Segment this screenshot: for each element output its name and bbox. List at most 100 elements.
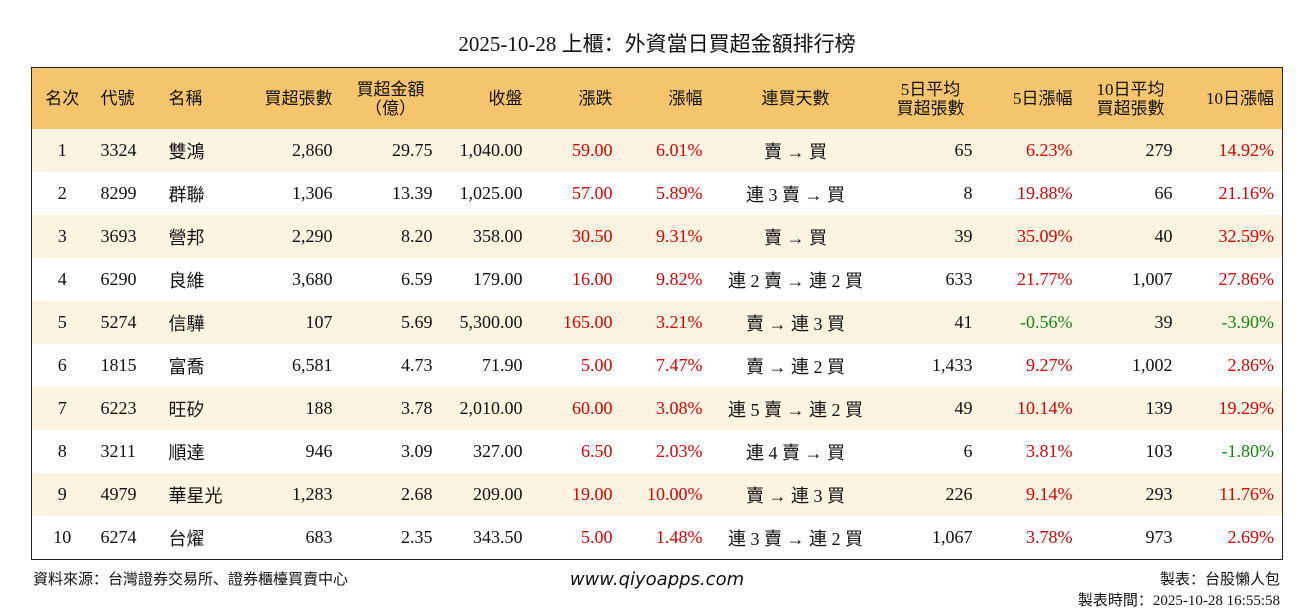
column-header: 買超金額 （億）	[340, 67, 441, 129]
header-text: 名次	[45, 89, 80, 108]
table-cell: 165.00	[530, 301, 621, 344]
table-cell: 5.00	[581, 355, 613, 375]
table-cell: 66	[1154, 183, 1173, 203]
table-cell: 49	[880, 387, 981, 430]
table-cell: 343.50	[473, 527, 523, 547]
table-cell: 3.21%	[620, 301, 711, 344]
table-cell: 973	[1145, 527, 1173, 547]
table-cell: 3.08%	[620, 387, 711, 430]
table-cell: 8	[57, 441, 67, 461]
table-cell: 8	[963, 183, 973, 203]
table-cell: 9.82%	[656, 269, 703, 289]
table-cell: 107	[240, 301, 341, 344]
table-cell: 賣 → 買	[710, 215, 881, 258]
table-row: 3 3693 營邦 2,290 8.20 358.00 30.50 9.31% 賣 → 買 39 3…	[31, 215, 1283, 258]
table-cell: 3.78%	[1026, 527, 1073, 547]
table-cell: 雙鴻	[160, 129, 241, 172]
table-cell: 1815	[100, 355, 137, 375]
table-cell: 9.14%	[980, 473, 1081, 516]
table-cell: 5,300.00	[440, 301, 531, 344]
column-header: 名稱	[160, 67, 241, 129]
table-cell: 2.68	[340, 473, 441, 516]
table-cell: 6274	[100, 527, 137, 547]
table-cell: 4.73	[401, 355, 433, 375]
table-cell: 209.00	[440, 473, 531, 516]
table-cell: 3.78	[340, 387, 441, 430]
table-cell: 4979	[92, 473, 161, 516]
header-text: 10日漲幅	[1206, 89, 1274, 108]
table-cell: 連 3 賣 → 買	[746, 184, 845, 205]
table-cell: 群聯	[168, 184, 205, 205]
table-cell: 2.35	[401, 527, 433, 547]
table-cell: 14.92%	[1180, 129, 1283, 172]
table-cell: 40	[1080, 215, 1181, 258]
table-cell: 71.90	[482, 355, 523, 375]
table-cell: 16.00	[572, 269, 613, 289]
table-cell: 10.14%	[980, 387, 1081, 430]
table-cell: 1,007	[1132, 269, 1173, 289]
table-cell: 1.48%	[656, 527, 703, 547]
column-header: 名次	[31, 67, 93, 129]
table-cell: 7.47%	[656, 355, 703, 375]
ranking-table: 名次 代號 名稱 買超張數 買超金額 （億） 收盤 漲跌 漲幅 連買天數 5日平均 買超張數 5日漲幅 1…	[31, 67, 1283, 560]
table-row: 1 3324 雙鴻 2,860 29.75 1,040.00 59.00 6.01% 賣 → 買…	[31, 129, 1283, 172]
column-header: 漲跌	[530, 67, 621, 129]
table-cell: 6,581	[292, 355, 333, 375]
table-cell: 6.01%	[620, 129, 711, 172]
table-cell: 2,860	[240, 129, 341, 172]
table-row: 4 6290 良維 3,680 6.59 179.00 16.00 9.82% 連 2 賣 → …	[32, 258, 1283, 301]
table-body: 1 3324 雙鴻 2,860 29.75 1,040.00 59.00 6.01% 賣 → 買…	[31, 129, 1283, 560]
table-cell: -0.56%	[980, 301, 1081, 344]
source: 資料來源：台灣證券交易所、證券櫃檯買賣中心	[33, 572, 349, 588]
table-cell: 6	[57, 355, 67, 375]
time: 製表時間：2025-10-28 16:55:58	[1077, 593, 1280, 609]
table-cell: 8299	[100, 183, 137, 203]
table-cell: 3,680	[292, 269, 333, 289]
table-cell: 順達	[168, 442, 205, 463]
table-cell: 1,002	[1132, 355, 1173, 375]
table-cell: 35.09%	[980, 215, 1081, 258]
column-header: 5日平均 買超張數	[880, 67, 981, 129]
column-header: 漲幅	[620, 67, 711, 129]
table-cell: 5274	[92, 301, 161, 344]
header-text: （億）	[365, 98, 416, 118]
table-cell: 19.88%	[1017, 183, 1073, 203]
table-cell: 1,306	[292, 183, 333, 203]
table-cell: 683	[305, 527, 333, 547]
table-cell: 10.00%	[620, 473, 711, 516]
table-cell: -1.80%	[1221, 441, 1275, 461]
table-cell: 連 3 賣 → 連 2 買	[728, 528, 863, 549]
column-header: 連買天數	[710, 67, 881, 129]
table-cell: 32.59%	[1180, 215, 1283, 258]
table-cell: 1,025.00	[459, 183, 523, 203]
column-header: 代號	[92, 67, 161, 129]
header-text: 買超張數	[264, 89, 333, 108]
header-row: 名次 代號 名稱 買超張數 買超金額 （億） 收盤 漲跌 漲幅 連買天數 5日平均 買超張數 5日漲幅 1…	[31, 67, 1283, 129]
header-text: 代號	[100, 89, 135, 108]
table-cell: 3324	[92, 129, 161, 172]
table-cell: 226	[880, 473, 981, 516]
table-cell: 2	[57, 183, 67, 203]
table-cell: 3.09	[401, 441, 433, 461]
table-cell: 1,040.00	[440, 129, 531, 172]
table-cell: 營邦	[160, 215, 241, 258]
table-cell: 5.00	[581, 527, 613, 547]
table-cell: 6223	[92, 387, 161, 430]
table-cell: 139	[1080, 387, 1181, 430]
table-row: 9 4979 華星光 1,283 2.68 209.00 19.00 10.00% 賣 → 連 …	[31, 473, 1283, 516]
table-cell: 29.75	[340, 129, 441, 172]
table-cell: 6.23%	[980, 129, 1081, 172]
table-cell: 6290	[100, 269, 137, 289]
header-text: 買超張數	[896, 98, 965, 118]
header-text: 名稱	[168, 89, 203, 108]
header-text: 收盤	[488, 89, 523, 108]
table-cell: 21.16%	[1218, 183, 1275, 203]
table-cell: 13.39	[392, 183, 433, 203]
table-cell: 633	[945, 269, 973, 289]
table-row: 8 3211 順達 946 3.09 327.00 6.50 2.03% 連 4 賣 → 買 6 3…	[32, 430, 1283, 473]
table-cell: 39	[1080, 301, 1181, 344]
table-cell: 5.89%	[656, 183, 703, 203]
table-cell: 6.59	[401, 269, 433, 289]
header-text: 漲幅	[668, 89, 703, 108]
table-cell: 賣 → 買	[710, 129, 881, 172]
